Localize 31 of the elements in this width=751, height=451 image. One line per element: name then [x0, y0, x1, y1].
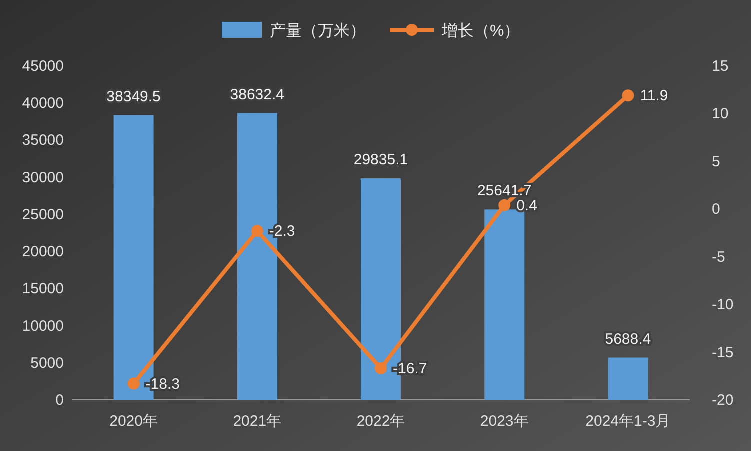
- y2-tick-label: -20: [712, 392, 734, 409]
- y-tick-label: 35000: [22, 132, 64, 150]
- legend-label: 增长（%）: [441, 22, 520, 40]
- x-tick-label: 2022年: [356, 413, 406, 430]
- y-tick-label: 40000: [22, 95, 64, 112]
- y-tick-label: 45000: [22, 58, 64, 75]
- y-tick-label: 10000: [22, 318, 64, 335]
- x-tick-label: 2020年: [110, 413, 158, 430]
- y-tick-label: 30000: [22, 169, 64, 186]
- y2-tick-label: 15: [712, 58, 729, 75]
- data-label: 11.9: [640, 88, 668, 105]
- y2-tick-label: -10: [712, 296, 734, 314]
- x-tick-label: 2024年1-3月: [586, 413, 671, 430]
- y2-tick-label: 10: [712, 106, 729, 123]
- y2-tick-label: -15: [712, 344, 734, 362]
- data-label: 38349.5: [106, 88, 161, 106]
- y-tick-label: 20000: [22, 244, 64, 261]
- y2-tick-label: -5: [712, 248, 726, 266]
- data-label: 5688.4: [605, 330, 652, 348]
- y2-tick-label: 5: [712, 153, 720, 170]
- y2-tick-label: 0: [712, 201, 720, 218]
- y-tick-label: 0: [56, 392, 64, 409]
- data-label: 29835.1: [354, 152, 408, 169]
- legend-label: 产量（万米）: [270, 22, 366, 40]
- x-tick-label: 2021年: [233, 413, 282, 430]
- y-tick-label: 25000: [22, 206, 64, 224]
- y-tick-label: 15000: [22, 280, 64, 298]
- x-tick-label: 2023年: [480, 413, 529, 430]
- data-label: 0.4: [516, 197, 538, 214]
- y-tick-label: 5000: [30, 354, 64, 372]
- data-label: 38632.4: [230, 86, 285, 104]
